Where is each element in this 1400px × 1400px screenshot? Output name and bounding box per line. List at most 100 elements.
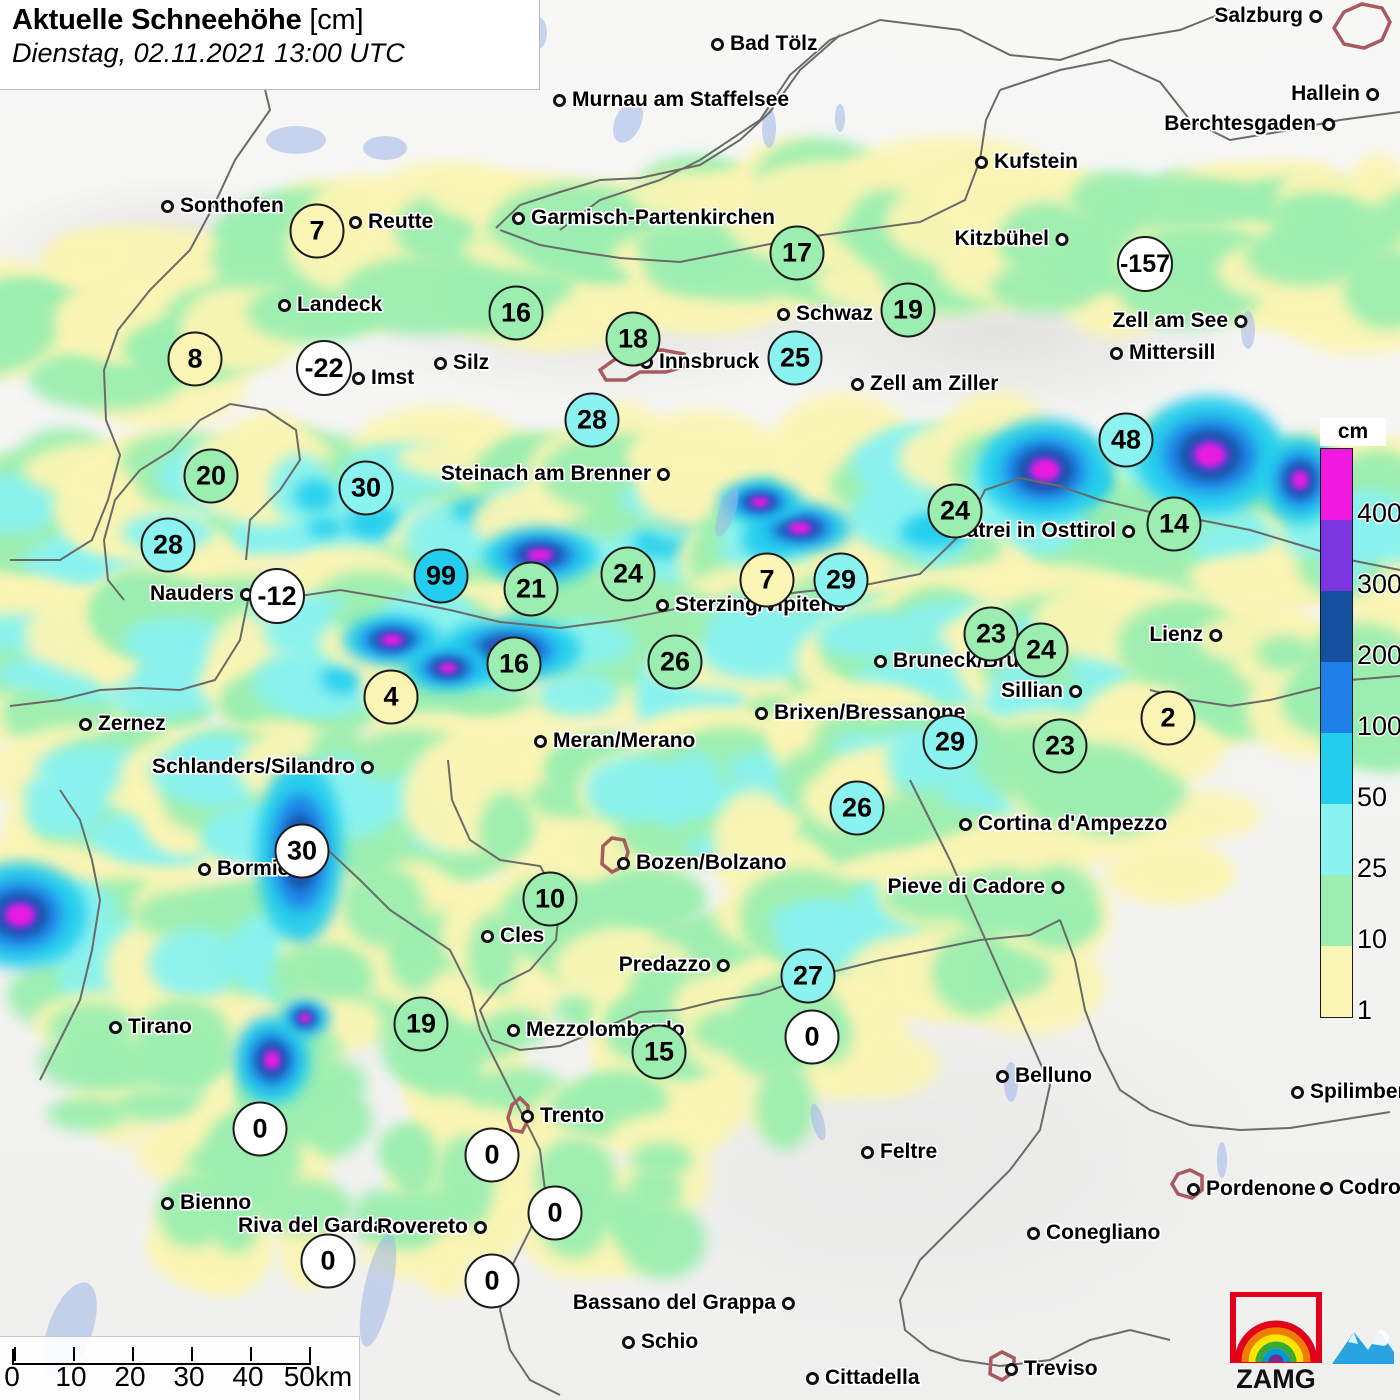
- city-label[interactable]: Imst: [352, 366, 414, 390]
- city-label[interactable]: Treviso: [1005, 1357, 1098, 1381]
- station-marker[interactable]: 19: [880, 282, 936, 338]
- colorbar-label-300: 300: [1357, 569, 1400, 599]
- city-label[interactable]: Schio: [622, 1330, 698, 1354]
- city-label[interactable]: Meran/Merano: [534, 729, 695, 753]
- station-marker[interactable]: -157: [1117, 236, 1173, 292]
- station-marker[interactable]: 0: [300, 1233, 356, 1289]
- station-marker[interactable]: 26: [829, 780, 885, 836]
- station-marker[interactable]: 48: [1098, 412, 1154, 468]
- city-label[interactable]: Silz: [434, 351, 489, 375]
- city-label[interactable]: Rovereto: [377, 1215, 487, 1239]
- city-label[interactable]: Bozen/Bolzano: [617, 851, 787, 875]
- city-label[interactable]: Sonthofen: [161, 194, 284, 218]
- station-marker[interactable]: 28: [564, 392, 620, 448]
- station-marker[interactable]: 21: [503, 561, 559, 617]
- city-label[interactable]: Hallein: [1291, 82, 1379, 106]
- station-marker[interactable]: 15: [631, 1024, 687, 1080]
- city-label[interactable]: Garmisch-Partenkirchen: [512, 206, 775, 230]
- city-label[interactable]: Feltre: [861, 1140, 937, 1164]
- city-label[interactable]: Zell am See: [1112, 309, 1247, 333]
- city-label[interactable]: Brixen/Bressanone: [755, 701, 965, 725]
- station-marker[interactable]: 24: [1013, 622, 1069, 678]
- city-label[interactable]: Schlanders/Silandro: [152, 755, 374, 779]
- city-label[interactable]: Belluno: [996, 1064, 1092, 1088]
- station-marker[interactable]: 17: [769, 225, 825, 281]
- city-label[interactable]: Cittadella: [806, 1366, 920, 1390]
- city-label[interactable]: Pieve di Cadore: [887, 875, 1064, 899]
- city-label[interactable]: Landeck: [278, 293, 382, 317]
- station-marker[interactable]: 0: [527, 1185, 583, 1241]
- city-dot-icon: [1366, 87, 1379, 101]
- station-marker[interactable]: 7: [289, 203, 345, 259]
- city-label[interactable]: Zell am Ziller: [851, 372, 998, 396]
- city-label[interactable]: Bormio: [198, 857, 291, 881]
- station-marker[interactable]: 28: [140, 517, 196, 573]
- station-marker[interactable]: 26: [647, 634, 703, 690]
- city-label[interactable]: Kufstein: [975, 150, 1078, 174]
- station-marker[interactable]: 20: [183, 448, 239, 504]
- city-label[interactable]: Cortina d'Ampezzo: [959, 812, 1167, 836]
- station-marker[interactable]: 0: [784, 1009, 840, 1065]
- station-marker[interactable]: 25: [767, 330, 823, 386]
- city-label[interactable]: Trento: [521, 1104, 604, 1128]
- colorbar-segment-400: [1321, 449, 1352, 520]
- city-label[interactable]: Steinach am Brenner: [441, 462, 670, 486]
- station-marker[interactable]: 23: [1032, 718, 1088, 774]
- city-label[interactable]: Tirano: [109, 1015, 192, 1039]
- station-marker[interactable]: 24: [600, 546, 656, 602]
- station-marker[interactable]: 99: [413, 548, 469, 604]
- city-label[interactable]: Spilimbergo: [1291, 1080, 1400, 1104]
- city-label[interactable]: Codroipo: [1320, 1176, 1400, 1200]
- city-name-text: Kitzbühel: [954, 227, 1050, 250]
- city-dot-icon: [717, 958, 730, 972]
- city-label[interactable]: Berchtesgaden: [1164, 112, 1335, 136]
- city-label[interactable]: Predazzo: [619, 953, 730, 977]
- city-label[interactable]: Innsbruck: [640, 350, 759, 374]
- station-marker[interactable]: 16: [488, 285, 544, 341]
- city-name-text: Murnau am Staffelsee: [572, 88, 790, 111]
- station-marker[interactable]: 8: [167, 331, 223, 387]
- station-marker[interactable]: 27: [780, 948, 836, 1004]
- station-marker[interactable]: 10: [522, 871, 578, 927]
- city-label[interactable]: Cles: [481, 924, 544, 948]
- city-dot-icon: [975, 155, 988, 169]
- station-marker[interactable]: 0: [464, 1127, 520, 1183]
- station-marker[interactable]: 4: [363, 669, 419, 725]
- station-marker[interactable]: 30: [274, 823, 330, 879]
- city-label[interactable]: Schwaz: [777, 302, 873, 326]
- station-marker[interactable]: 23: [963, 606, 1019, 662]
- scale-label-20: 20: [114, 1361, 146, 1392]
- station-marker[interactable]: 24: [927, 483, 983, 539]
- city-label[interactable]: Sillian: [1001, 679, 1082, 703]
- city-name-text: Bassano del Grappa: [572, 1291, 776, 1314]
- city-label[interactable]: Reutte: [349, 210, 433, 234]
- station-marker[interactable]: 19: [393, 996, 449, 1052]
- city-dot-icon: [1110, 346, 1123, 360]
- city-label[interactable]: Bassano del Grappa: [573, 1291, 795, 1315]
- station-marker[interactable]: 16: [486, 636, 542, 692]
- station-marker[interactable]: 14: [1146, 496, 1202, 552]
- city-label[interactable]: Matrei in Osttirol: [949, 519, 1135, 543]
- city-label[interactable]: Bad Tölz: [711, 32, 818, 56]
- city-label[interactable]: Murnau am Staffelsee: [553, 88, 789, 112]
- station-marker[interactable]: -12: [249, 568, 305, 624]
- station-marker[interactable]: 30: [338, 460, 394, 516]
- city-label[interactable]: Salzburg: [1214, 4, 1322, 28]
- city-label[interactable]: Zernez: [79, 712, 166, 736]
- station-marker[interactable]: 7: [739, 552, 795, 608]
- station-marker[interactable]: 29: [813, 552, 869, 608]
- city-label[interactable]: Kitzbühel: [954, 227, 1068, 251]
- city-label[interactable]: Pordenone: [1187, 1177, 1316, 1201]
- station-marker[interactable]: 2: [1140, 690, 1196, 746]
- city-label[interactable]: Riva del Garda: [238, 1214, 404, 1238]
- station-marker[interactable]: -22: [296, 340, 352, 396]
- city-label[interactable]: Bienno: [161, 1191, 251, 1215]
- station-marker[interactable]: 29: [922, 714, 978, 770]
- station-marker[interactable]: 0: [464, 1253, 520, 1309]
- city-label[interactable]: Nauders: [150, 582, 253, 606]
- city-label[interactable]: Coneglianо: [1027, 1221, 1160, 1245]
- station-marker[interactable]: 18: [605, 311, 661, 367]
- station-marker[interactable]: 0: [232, 1101, 288, 1157]
- city-label[interactable]: Mittersill: [1110, 341, 1215, 365]
- city-label[interactable]: Lienz: [1149, 623, 1222, 647]
